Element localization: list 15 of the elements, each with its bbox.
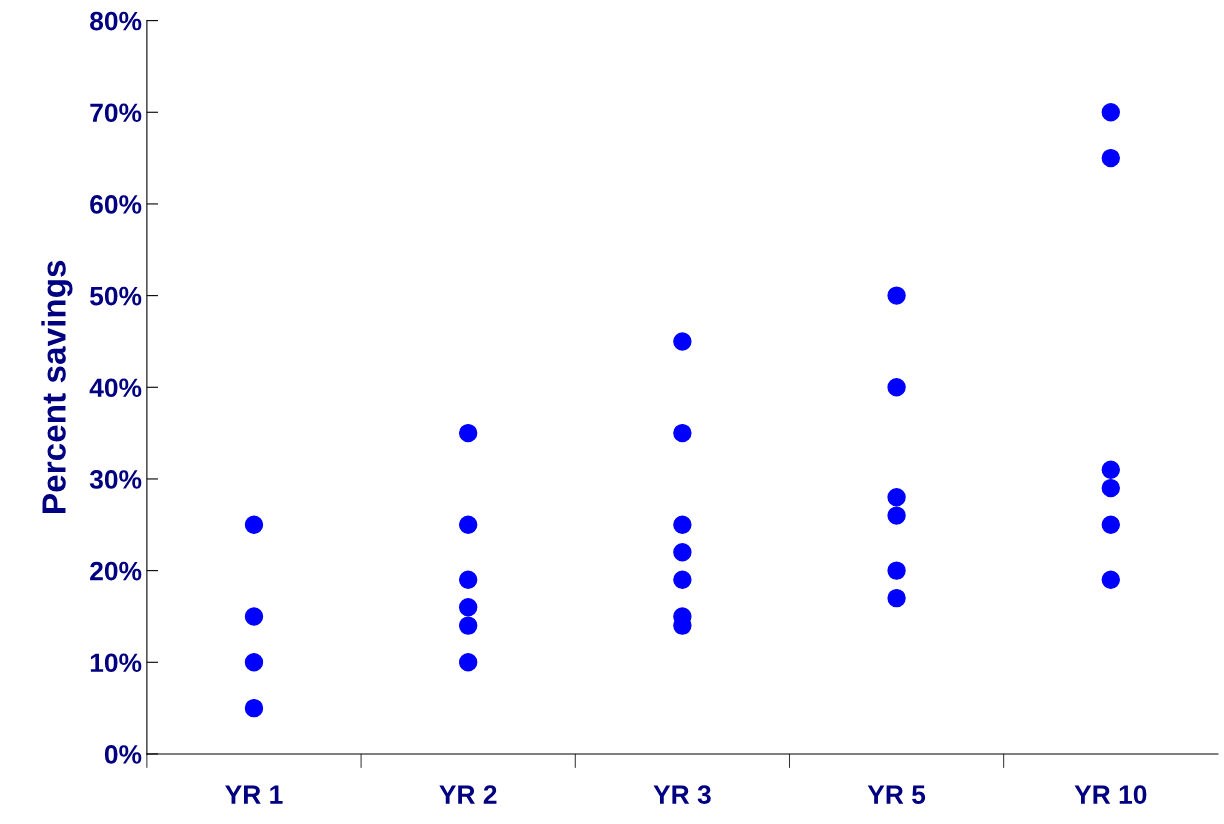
y-tick-label: 10% [90,653,142,673]
y-tick-label: 60% [90,195,142,214]
x-tick-label: YR 2 [439,785,497,804]
x-tick-label: YR 3 [653,785,711,804]
x-tick-label: YR 5 [867,785,926,804]
y-tick-label: 80% [90,11,142,31]
y-tick-label: 40% [89,378,142,398]
y-tick-label: 50% [90,286,142,306]
x-tick-label: YR 10 [1074,785,1147,804]
y-tick-label: 0% [104,745,142,764]
y-tick-label: 70% [90,103,142,123]
y-tick-label: 20% [90,561,142,581]
y-axis-title: Percent savings [41,260,73,513]
x-tick-label: YR 1 [225,785,283,804]
y-tick-label: 30% [89,470,142,489]
